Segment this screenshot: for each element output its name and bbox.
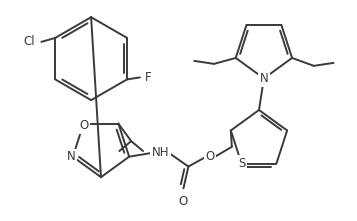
Text: F: F: [145, 71, 151, 84]
Text: O: O: [79, 119, 88, 132]
Text: Cl: Cl: [24, 35, 35, 48]
Text: O: O: [206, 150, 215, 163]
Text: S: S: [238, 157, 245, 170]
Text: NH: NH: [152, 146, 170, 159]
Text: O: O: [179, 195, 188, 208]
Text: N: N: [260, 72, 268, 85]
Text: N: N: [66, 150, 75, 163]
